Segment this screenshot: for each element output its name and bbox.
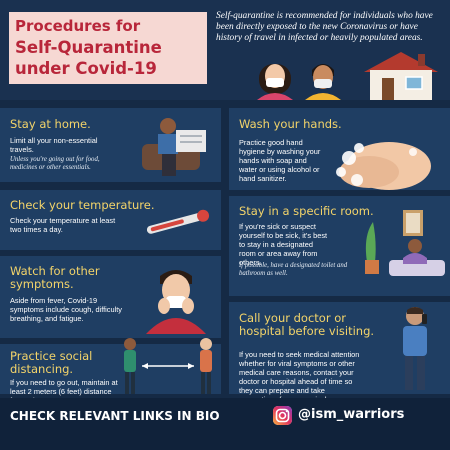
stay-home-note: Unless you're going out for food, medici… [10, 156, 100, 171]
thermometer-icon [146, 209, 210, 234]
card-distancing: Practice social distancing. If you need … [0, 338, 221, 405]
specific-room-note: If possible, have a designated toilet an… [239, 262, 348, 277]
temperature-body: Check your temperature at least two time… [10, 216, 116, 234]
stay-home-title: Stay at home. [10, 117, 91, 131]
washing-hands-icon [336, 142, 431, 190]
card-specific-room: Stay in a specific room. If you're sick … [229, 196, 450, 296]
instagram-icon [273, 406, 292, 425]
header: Procedures for Self-Quarantine under Cov… [0, 0, 450, 100]
masked-man-illustration [305, 64, 341, 100]
social-distancing-icon [124, 338, 212, 394]
man-reading-newspaper-icon [142, 118, 206, 176]
distancing-title: Practice social distancing. [10, 349, 93, 376]
title-line-3: under Covid-19 [15, 59, 157, 78]
symptoms-body: Aside from fever, Covid-19 symptoms incl… [10, 296, 123, 323]
temperature-title: Check your temperature. [10, 198, 155, 212]
stay-home-body: Limit all your non-essential travels. [10, 136, 98, 154]
footer: CHECK RELEVANT LINKS IN BIO @ism_warrior… [0, 398, 450, 450]
intro-text: Self-quarantine is recommended for indiv… [216, 11, 433, 43]
wash-hands-body: Practice good hand hygiene by washing yo… [239, 138, 321, 183]
instagram-handle[interactable]: @ism_warriors [298, 407, 405, 422]
man-on-phone-icon [403, 307, 427, 390]
card-symptoms: Watch for other symptoms. Aside from fev… [0, 256, 221, 338]
specific-room-title: Stay in a specific room. [239, 204, 374, 218]
title-line-1: Procedures for [15, 17, 141, 35]
card-stay-home: Stay at home. Limit all your non-essenti… [0, 108, 221, 182]
wash-hands-title: Wash your hands. [239, 117, 342, 131]
title-line-2: Self-Quarantine [15, 38, 162, 57]
title-box: Procedures for Self-Quarantine under Cov… [9, 12, 207, 84]
call-doctor-body: If you need to seek medical attention wh… [239, 350, 360, 404]
card-wash-hands: Wash your hands. Practice good hand hygi… [229, 108, 450, 190]
footer-cta: CHECK RELEVANT LINKS IN BIO [10, 409, 220, 423]
card-call-doctor: Call your doctor or hospital before visi… [229, 302, 450, 404]
card-temperature: Check your temperature. Check your tempe… [0, 190, 221, 250]
person-in-room-icon [365, 210, 445, 276]
masked-woman-illustration [257, 64, 293, 100]
sick-person-icon [146, 270, 206, 334]
call-doctor-title: Call your doctor or hospital before visi… [239, 311, 375, 338]
house-illustration [364, 52, 438, 100]
specific-room-body: If you're sick or suspect yourself to be… [239, 222, 328, 267]
symptoms-title: Watch for other symptoms. [10, 264, 100, 291]
